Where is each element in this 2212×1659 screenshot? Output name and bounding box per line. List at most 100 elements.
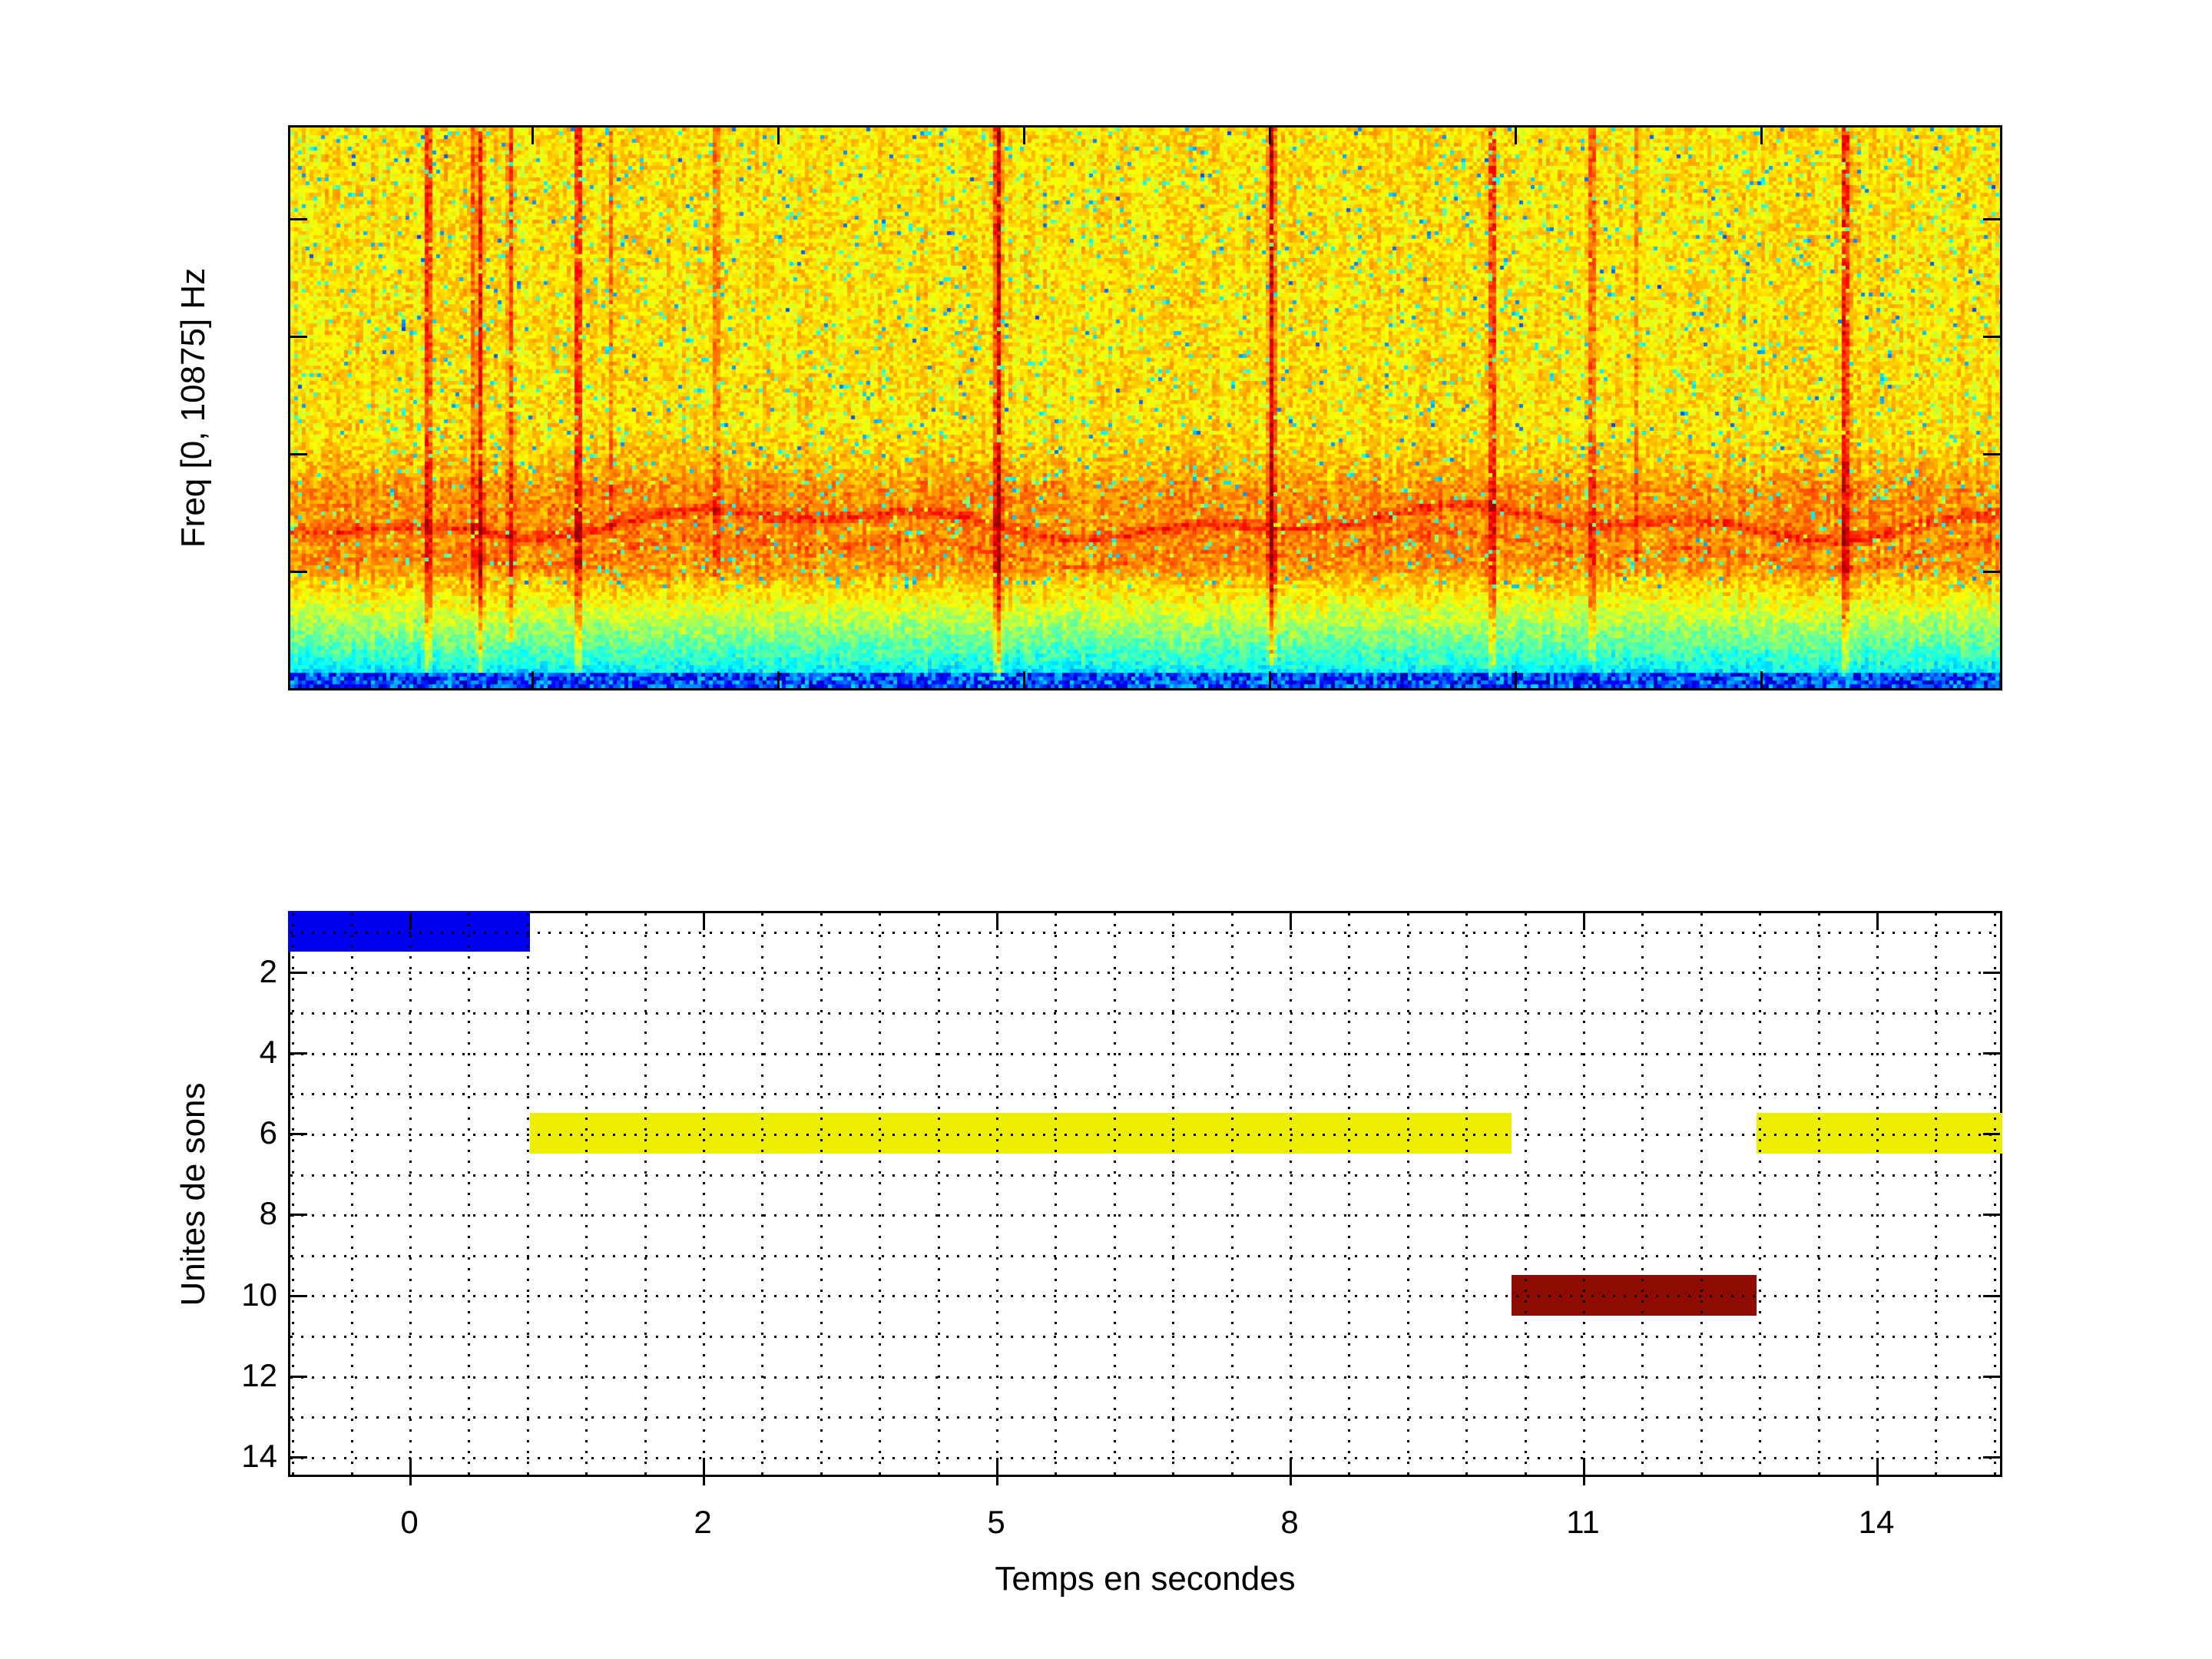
timeline-axes — [288, 911, 2002, 1485]
y-tick-label-2: 2 — [259, 953, 277, 989]
timeline-y-tick — [290, 1133, 307, 1135]
grid-vline — [996, 913, 998, 1475]
timeline-y-tick — [1983, 1214, 2000, 1216]
grid-hline — [290, 931, 2000, 934]
spectrogram-x-tick — [1515, 671, 1517, 688]
grid-vline — [1524, 913, 1527, 1475]
grid-vline — [1876, 913, 1879, 1475]
bar-unit-6-yellow-a — [530, 1113, 1512, 1154]
spectrogram-axes — [288, 125, 2002, 690]
spectrogram-x-tick — [531, 671, 534, 688]
spectrogram-y-tick — [290, 336, 307, 338]
timeline-x-tick — [996, 913, 998, 930]
spectrogram-y-tick — [290, 453, 307, 455]
grid-vline — [1230, 913, 1233, 1475]
grid-hline — [290, 1174, 2000, 1177]
grid-hline — [290, 1457, 2000, 1460]
grid-vline — [1055, 913, 1058, 1475]
timeline-x-tick — [409, 913, 412, 930]
spectrogram-x-tick — [1760, 127, 1763, 144]
timeline-y-tick — [290, 1376, 307, 1378]
spectrogram-y-tick — [1983, 218, 2000, 220]
grid-vline — [644, 913, 647, 1475]
grid-hline — [290, 1133, 2000, 1136]
timeline-y-tick — [1983, 1456, 2000, 1459]
grid-vline — [350, 913, 353, 1475]
grid-vline — [1700, 913, 1703, 1475]
spectrogram-y-tick — [1983, 453, 2000, 455]
bar-unit-1-blue — [288, 911, 530, 952]
grid-vline — [703, 913, 705, 1475]
grid-vline — [409, 913, 412, 1475]
grid-vline — [526, 913, 529, 1475]
spectrogram-y-tick — [290, 571, 307, 573]
spectrogram-x-tick — [1269, 127, 1271, 144]
y-tick-label-10: 10 — [241, 1277, 277, 1313]
timeline-xlabel: Temps en secondes — [995, 1560, 1296, 1598]
spectrogram-y-tick — [1983, 571, 2000, 573]
spectrogram-y-tick — [1983, 336, 2000, 338]
grid-vline — [1172, 913, 1175, 1475]
y-tick-label-8: 8 — [259, 1195, 277, 1231]
grid-vline — [937, 913, 940, 1475]
grid-hline — [290, 972, 2000, 975]
grid-vline — [1993, 913, 1996, 1475]
y-tick-label-4: 4 — [259, 1034, 277, 1070]
timeline-y-tick — [290, 1295, 307, 1297]
timeline-y-tick — [290, 1456, 307, 1459]
x-tick-label-0: 0 — [400, 1504, 419, 1540]
spectrogram-y-tick — [290, 218, 307, 220]
timeline-x-tick — [1583, 913, 1585, 930]
spectrogram-x-tick — [531, 127, 534, 144]
grid-vline — [1290, 913, 1292, 1475]
timeline-y-tick — [290, 1214, 307, 1216]
y-tick-label-12: 12 — [241, 1357, 277, 1393]
spectrogram-x-tick — [777, 671, 780, 688]
grid-vline — [879, 913, 882, 1475]
spectrogram-x-tick — [1269, 671, 1271, 688]
timeline-x-tick — [1876, 913, 1879, 930]
x-tick-label-5: 5 — [987, 1504, 1005, 1540]
spectrogram-x-tick — [1023, 671, 1025, 688]
grid-hline — [290, 1336, 2000, 1339]
grid-vline — [1583, 913, 1585, 1475]
timeline-x-tick — [409, 1458, 412, 1485]
grid-vline — [1113, 913, 1116, 1475]
spectrogram-x-tick — [777, 127, 780, 144]
grid-hline — [290, 1376, 2000, 1379]
timeline-x-tick — [1876, 1458, 1879, 1485]
grid-hline — [290, 1254, 2000, 1257]
grid-vline — [1348, 913, 1351, 1475]
x-tick-label-8: 8 — [1280, 1504, 1299, 1540]
timeline-x-tick — [703, 913, 705, 930]
grid-vline — [1406, 913, 1409, 1475]
grid-vline — [1759, 913, 1762, 1475]
timeline-x-tick — [996, 1458, 998, 1485]
grid-vline — [1465, 913, 1469, 1475]
spectrogram-x-tick — [1515, 127, 1517, 144]
timeline-y-tick — [1983, 1376, 2000, 1378]
x-tick-label-14: 14 — [1858, 1504, 1895, 1540]
grid-vline — [761, 913, 764, 1475]
grid-vline — [292, 913, 295, 1475]
bar-unit-6-yellow-b — [1757, 1113, 2002, 1154]
y-tick-label-14: 14 — [241, 1438, 277, 1474]
grid-hline — [290, 1052, 2000, 1055]
spectrogram-image — [290, 127, 2000, 688]
grid-vline — [1817, 913, 1820, 1475]
timeline-y-tick — [290, 972, 307, 974]
timeline-x-tick — [1290, 913, 1292, 930]
y-tick-label-6: 6 — [259, 1114, 277, 1151]
spectrogram-ylabel: Freq [0, 10875] Hz — [174, 267, 212, 548]
grid-hline — [290, 1093, 2000, 1096]
timeline-x-tick — [1583, 1458, 1585, 1485]
spectrogram-x-tick — [1760, 671, 1763, 688]
timeline-y-tick — [290, 1052, 307, 1055]
grid-vline — [1935, 913, 1938, 1475]
grid-vline — [585, 913, 588, 1475]
grid-vline — [468, 913, 471, 1475]
x-tick-label-11: 11 — [1566, 1504, 1600, 1540]
grid-hline — [290, 1295, 2000, 1298]
grid-hline — [290, 1012, 2000, 1015]
